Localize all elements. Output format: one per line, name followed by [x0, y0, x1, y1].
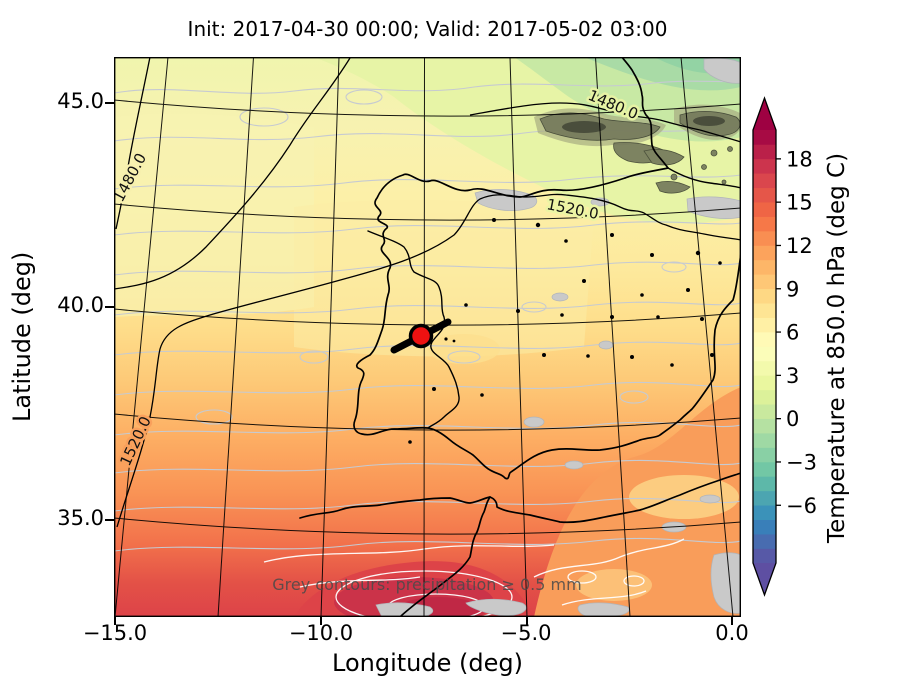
colorbar-band: [753, 360, 776, 376]
colorbar-band: [753, 519, 776, 535]
colorbar-band: [753, 245, 776, 261]
colorbar-band: [753, 187, 776, 203]
colorbar-min-arrow: [753, 563, 776, 595]
colorbar-max-arrow: [753, 98, 776, 130]
x-axis-label: Longitude (deg): [332, 649, 523, 677]
reservoir-dots: [408, 218, 722, 444]
colorbar-svg: 18 15 12 9 6 3 0 −3 −6: [752, 96, 817, 597]
colorbar-band: [753, 533, 776, 549]
colorbar-tick-label: 18: [786, 147, 813, 171]
colorbar-band: [753, 504, 776, 520]
precip-heavy-shading: [534, 104, 741, 194]
colorbar-band: [753, 144, 776, 160]
x-tick-label: −5.0: [500, 621, 552, 645]
tick-mark: [105, 306, 114, 308]
colorbar-band: [753, 389, 776, 405]
tick-mark: [526, 617, 528, 625]
tick-mark: [114, 617, 116, 625]
tick-mark: [105, 519, 114, 521]
colorbar-band: [753, 173, 776, 189]
colorbar-band: [753, 288, 776, 304]
tick-mark: [320, 617, 322, 625]
colorbar-band: [753, 317, 776, 333]
tick-mark: [105, 102, 114, 104]
colorbar-band: [753, 129, 776, 145]
y-tick-label: 45.0: [57, 89, 104, 113]
x-tick-label: 0.0: [715, 621, 749, 645]
colorbar-band: [753, 375, 776, 391]
colorbar-band: [753, 274, 776, 290]
map-frame: [114, 57, 741, 617]
x-tick-label: −10.0: [288, 621, 354, 645]
colorbar-tick-label: −3: [786, 450, 817, 474]
colorbar-band: [753, 490, 776, 506]
colorbar-band: [753, 476, 776, 492]
colorbar-band: [753, 302, 776, 318]
colorbar-band: [753, 201, 776, 217]
colorbar-tick-label: 12: [786, 234, 813, 258]
x-tick-label: −15.0: [82, 621, 148, 645]
colorbar-band: [753, 346, 776, 362]
figure-title: Init: 2017-04-30 00:00; Valid: 2017-05-0…: [187, 17, 668, 41]
coastlines: [299, 57, 741, 617]
colorbar-tick-label: 6: [786, 321, 799, 345]
colorbar-band: [753, 432, 776, 448]
annotation-text: Grey contours: precipitation ≥ 0.5 mm: [272, 575, 581, 594]
colorbar-tick-label: 3: [786, 364, 799, 388]
y-axis-label: Latitude (deg): [8, 251, 36, 423]
precip-grey-patches: [375, 57, 741, 617]
colorbar-band: [753, 418, 776, 434]
tick-mark: [731, 617, 733, 625]
colorbar-band: [753, 331, 776, 347]
colorbar-band: [753, 548, 776, 564]
colorbar-band: [753, 461, 776, 477]
colorbar: 18 15 12 9 6 3 0 −3 −6: [745, 90, 865, 605]
colorbar-tick-label: −6: [786, 494, 817, 518]
marker-dot: [408, 323, 434, 349]
colorbar-band: [753, 216, 776, 232]
colorbar-band: [753, 403, 776, 419]
colorbar-band: [753, 447, 776, 463]
colorbar-band: [753, 230, 776, 246]
colorbar-label: Temperature at 850.0 hPa (deg C): [824, 152, 850, 543]
graticule: [114, 57, 741, 617]
y-tick-label: 40.0: [57, 293, 104, 317]
colorbar-tick-label: 9: [786, 277, 799, 301]
colorbar-tick-label: 15: [786, 191, 813, 215]
station-marker: [390, 318, 452, 354]
weather-map: 1480.0 1480.0 1520.0 1520.0: [114, 57, 741, 617]
geopotential-contours: [114, 57, 741, 528]
colorbar-outline: [752, 96, 777, 597]
y-tick-label: 35.0: [57, 506, 104, 530]
grey-temp-contours: [114, 80, 741, 552]
colorbar-tick-label: 0: [786, 407, 799, 431]
colorbar-band: [753, 158, 776, 174]
colorbar-band: [753, 259, 776, 275]
